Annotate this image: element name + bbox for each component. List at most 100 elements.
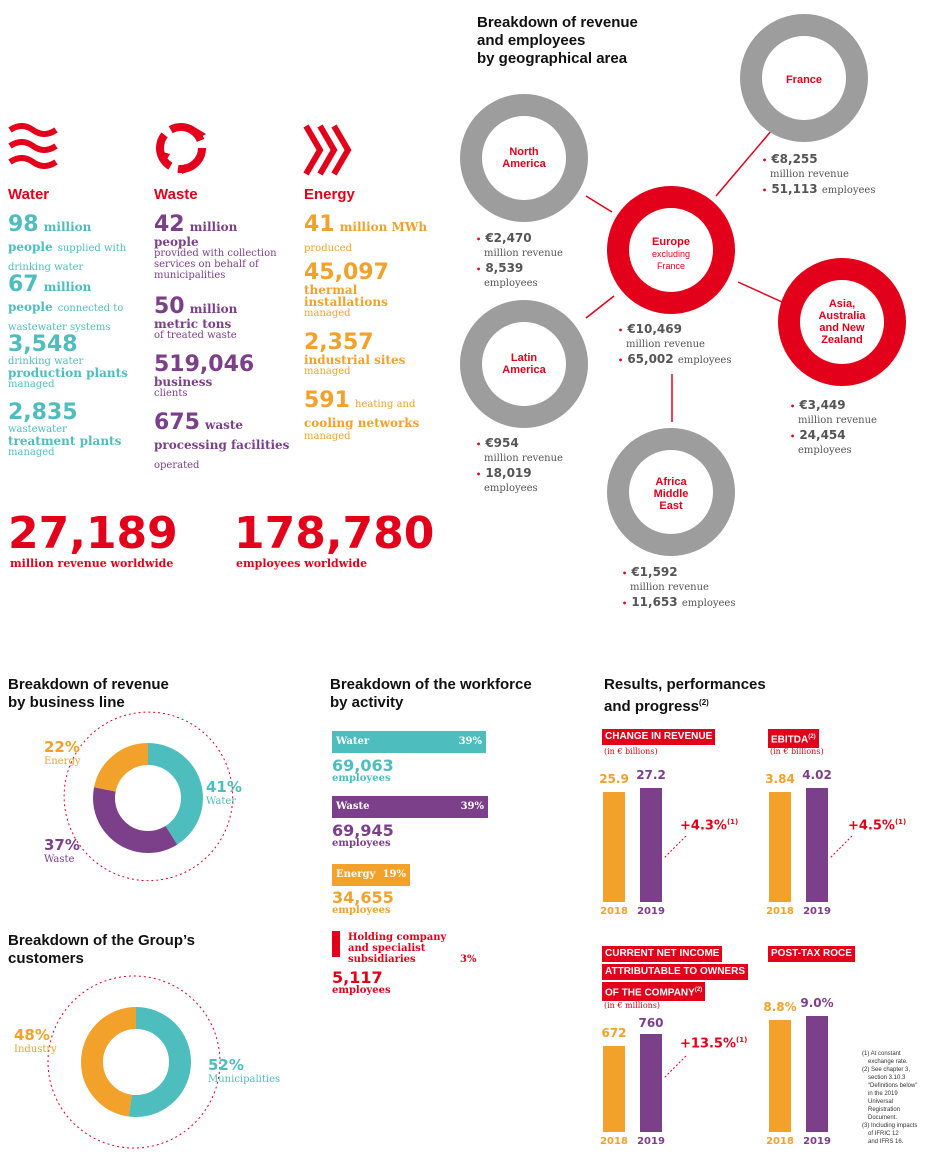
geo-label-line: America xyxy=(502,158,546,170)
revenue-2019-value: 27.2 xyxy=(636,768,666,782)
geo-france-values: • €8,255 million revenue • 51,113 employ… xyxy=(762,152,876,196)
stat-bold: people xyxy=(8,240,53,254)
stat-num: 2,357 xyxy=(304,330,374,355)
stat-txt: managed xyxy=(304,366,351,377)
europe-revenue-label: million revenue xyxy=(626,339,705,350)
label: Industry xyxy=(14,1044,57,1055)
note-line: “Definitions below” xyxy=(868,1083,918,1089)
stat-unit: million xyxy=(43,280,92,294)
energy-stat: 2,357 industrial sites managed xyxy=(304,330,444,378)
note-line: (3) Including impacts xyxy=(862,1123,918,1129)
label: Energy xyxy=(44,756,81,767)
title-line: Results, performances xyxy=(604,676,766,693)
ebitda-2019-bar xyxy=(806,788,828,902)
geo-label-line: America xyxy=(502,364,546,376)
stat-num: 98 xyxy=(8,212,39,237)
wf-energy-unit: employees xyxy=(332,905,391,916)
geo-label-line: Europe xyxy=(652,236,690,248)
waste-title: Waste xyxy=(154,186,198,203)
results-title: Results, performances and progress(2) xyxy=(604,676,766,716)
revenue-change: +4.3%(1) xyxy=(680,818,738,833)
change-sup: (1) xyxy=(726,818,739,826)
water-stat: 2,835 wastewater treatment plants manage… xyxy=(8,402,148,459)
roce-2018-bar xyxy=(769,1020,791,1132)
energy-stat: 45,097 thermal installations managed xyxy=(304,260,444,320)
tag-sup: (2) xyxy=(808,734,816,740)
stat-bold: treatment plants xyxy=(8,434,122,448)
cust-municipalities: 52% Municipalities xyxy=(208,1056,280,1085)
title-line: by business line xyxy=(8,694,125,711)
geo-latin-america-label: Latin America xyxy=(484,352,564,376)
wf-waste-bar: Waste 39% xyxy=(332,796,488,818)
la-employees: 18,019 xyxy=(485,466,532,480)
geo-asia-values: • €3,449 million revenue • 24,454 employ… xyxy=(790,398,877,456)
na-revenue: €2,470 xyxy=(485,231,532,245)
stat-unit: million xyxy=(189,220,238,234)
title-sup: (2) xyxy=(699,698,709,707)
geo-label-line: North xyxy=(509,146,539,158)
geo-label-line: Latin xyxy=(510,352,538,364)
note-line: section 3.10.3 xyxy=(868,1075,906,1081)
title-line: and progress xyxy=(604,698,700,715)
wf-holding-pct: 3% xyxy=(460,954,477,965)
stat-unit: million MWh xyxy=(339,220,428,234)
revenue-tag: CHANGE IN REVENUE xyxy=(602,729,716,745)
geo-label-line: and New xyxy=(819,322,865,334)
title-line: by activity xyxy=(330,694,404,711)
stat-txt: managed xyxy=(304,431,351,442)
waste-stat: 675 waste processing facilities operated xyxy=(154,412,294,472)
year-2018: 2018 xyxy=(766,1136,794,1147)
net-income-tag-line3: OF THE COMPANY(2) xyxy=(602,982,706,1002)
revenue-sub: (in € billions) xyxy=(604,747,658,756)
note-line: and IFRS 16. xyxy=(868,1139,904,1145)
wf-holding-label: Holding company and specialist subsidiar… xyxy=(348,932,447,965)
geo-label-line: East xyxy=(659,500,683,512)
revenue-2019-bar xyxy=(640,788,662,902)
geo-africa-values: • €1,592 million revenue • 11,653 employ… xyxy=(622,565,736,609)
waste-stat: 50 million metric tons of treated waste xyxy=(154,294,294,342)
france-revenue: €8,255 xyxy=(771,152,818,166)
wf-energy-bar: Energy 19% xyxy=(332,864,410,886)
france-revenue-label: million revenue xyxy=(770,169,849,180)
stat-bold: metric tons xyxy=(154,317,232,331)
revenue-dotted-connector xyxy=(663,835,687,859)
roce-tag: POST-TAX ROCE xyxy=(768,946,855,962)
wf-energy-num: 34,655 xyxy=(332,888,394,907)
africa-revenue-label: million revenue xyxy=(630,582,709,593)
africa-employees: 11,653 xyxy=(631,595,678,609)
total-revenue-label: million revenue worldwide xyxy=(10,557,174,570)
tag: OF THE COMPANY xyxy=(605,987,695,999)
geo-title-line: Breakdown of revenue xyxy=(477,14,638,31)
change-sup: (1) xyxy=(894,818,907,826)
note-line: Universal xyxy=(868,1099,894,1105)
recycle-arrows-icon xyxy=(156,123,206,174)
stat-bold: people xyxy=(154,235,199,249)
pct: 41% xyxy=(206,778,242,796)
pct: 52% xyxy=(208,1056,244,1074)
wf-holding-num: 5,117 xyxy=(332,968,383,987)
geo-latin-america-values: • €954 million revenue • 18,019 employee… xyxy=(476,436,563,494)
stat-bold: cooling networks xyxy=(304,416,420,430)
wf-water-unit: employees xyxy=(332,773,391,784)
water-stat: 3,548 drinking water production plants m… xyxy=(8,334,148,391)
wf-holding-unit: employees xyxy=(332,985,391,996)
ebitda-dotted-connector xyxy=(829,835,853,859)
pct: 22% xyxy=(44,738,80,756)
bl-energy: 22% Energy xyxy=(44,738,81,767)
ebitda-2019-value: 4.02 xyxy=(802,768,832,782)
year-2019: 2019 xyxy=(803,906,831,917)
stat-txt: provided with collection services on beh… xyxy=(154,248,277,281)
bl-waste: 37% Waste xyxy=(44,836,80,865)
stat-txt: operated xyxy=(154,460,200,471)
stat-unit: million xyxy=(43,220,92,234)
na-employees: 8,539 xyxy=(485,261,524,275)
geo-europe-label: Europe excluding France xyxy=(631,236,711,272)
note-line: (1) At constant xyxy=(862,1051,901,1057)
geo-title: Breakdown of revenue and employees by ge… xyxy=(477,14,638,68)
energy-title: Energy xyxy=(304,186,355,203)
geo-title-line: and employees xyxy=(477,32,586,49)
net-income-dotted-connector xyxy=(663,1055,687,1079)
stat-num: 45,097 xyxy=(304,260,389,285)
stat-num: 50 xyxy=(154,294,185,319)
stat-txt: supplied with drinking water xyxy=(8,243,127,273)
